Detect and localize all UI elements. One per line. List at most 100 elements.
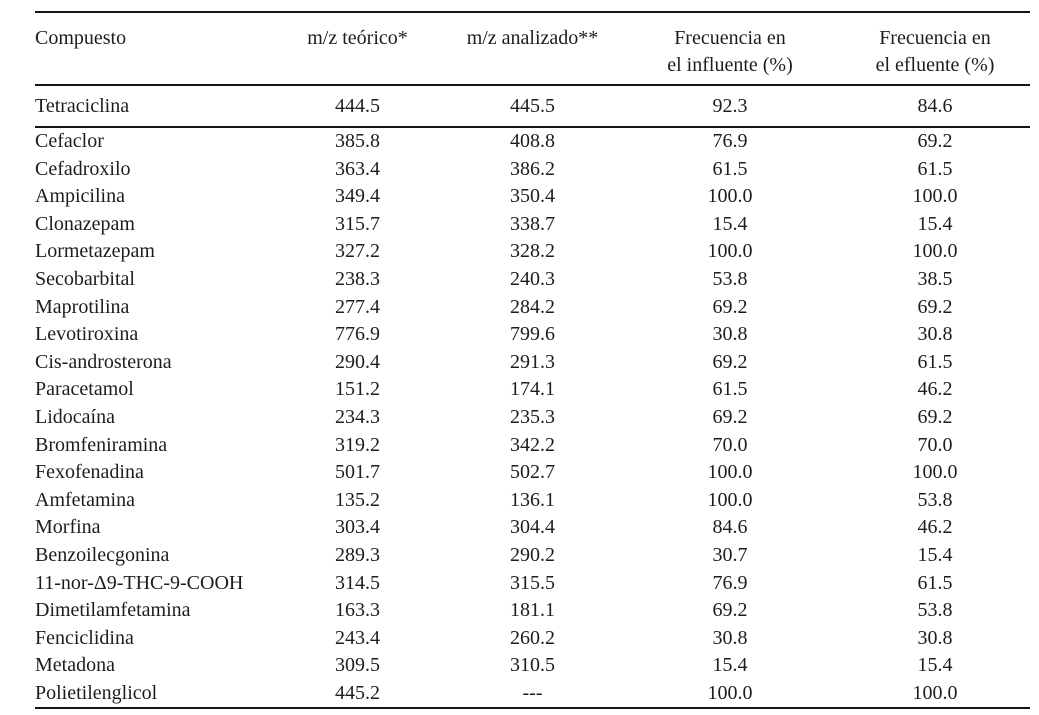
frecuencia-efluente-value: 61.5 bbox=[917, 571, 953, 594]
mz-teorico-value: 151.2 bbox=[335, 378, 380, 401]
frecuencia-influente-value: 100.0 bbox=[707, 461, 753, 484]
frecuencia-influente-value: 100.0 bbox=[707, 240, 753, 263]
compound-name: Fenciclidina bbox=[35, 626, 134, 649]
table-row: Paracetamol 151.2 174.1 61.5 46.2 bbox=[35, 376, 1030, 404]
mz-analizado-value: 342.2 bbox=[510, 433, 555, 456]
compound-name: Amfetamina bbox=[35, 488, 135, 511]
frecuencia-efluente-value: 61.5 bbox=[917, 350, 953, 373]
table-row: Fenciclidina 243.4 260.2 30.8 30.8 bbox=[35, 625, 1030, 653]
compound-name: Lidocaína bbox=[35, 405, 115, 428]
table-row: Cis-androsterona 290.4 291.3 69.2 61.5 bbox=[35, 349, 1030, 377]
mz-analizado-value: 408.8 bbox=[510, 130, 555, 152]
mz-teorico-value: 238.3 bbox=[335, 267, 380, 290]
col-header-mz-analizado: m/z analizado** bbox=[445, 12, 620, 85]
col-header-mz-teorico: m/z teórico* bbox=[270, 12, 445, 85]
frecuencia-influente-value: 70.0 bbox=[712, 433, 748, 456]
mz-teorico-value: 309.5 bbox=[335, 654, 380, 677]
mz-teorico-value: 314.5 bbox=[335, 571, 380, 594]
frecuencia-efluente-value: 15.4 bbox=[917, 654, 953, 677]
table-row: Lormetazepam 327.2 328.2 100.0 100.0 bbox=[35, 238, 1030, 266]
mz-teorico-value: 135.2 bbox=[335, 488, 380, 511]
col-header-label-line2: el influente (%) bbox=[667, 54, 793, 76]
table-row: Cefadroxilo 363.4 386.2 61.5 61.5 bbox=[35, 156, 1030, 184]
frecuencia-influente-value: 84.6 bbox=[712, 516, 748, 539]
table-row: Fexofenadina 501.7 502.7 100.0 100.0 bbox=[35, 459, 1030, 487]
compound-name: Fexofenadina bbox=[35, 461, 144, 484]
mz-teorico-value: 349.4 bbox=[335, 185, 380, 208]
frecuencia-influente-value: 53.8 bbox=[712, 267, 748, 290]
mz-teorico-value: 290.4 bbox=[335, 350, 380, 373]
mz-analizado-value: 304.4 bbox=[510, 516, 555, 539]
table-row: Maprotilina 277.4 284.2 69.2 69.2 bbox=[35, 294, 1030, 322]
table-row: Polietilenglicol 445.2 --- 100.0 100.0 bbox=[35, 680, 1030, 709]
frecuencia-efluente-value: 15.4 bbox=[917, 543, 953, 566]
header-row: Compuesto m/z teórico* m/z analizado** F… bbox=[35, 12, 1030, 85]
compound-name: Cefaclor bbox=[35, 130, 104, 152]
frecuencia-efluente-value: 100.0 bbox=[912, 461, 958, 484]
frecuencia-efluente-value: 61.5 bbox=[917, 157, 953, 180]
compound-name: Maprotilina bbox=[35, 295, 130, 318]
compound-name: Levotiroxina bbox=[35, 323, 139, 346]
frecuencia-influente-value: 100.0 bbox=[707, 488, 753, 511]
compound-name: Paracetamol bbox=[35, 378, 134, 401]
mz-analizado-value: 310.5 bbox=[510, 654, 555, 677]
frecuencia-efluente-value: 15.4 bbox=[917, 212, 953, 235]
frecuencia-efluente-value: 30.8 bbox=[917, 626, 953, 649]
col-header-label: Frecuencia en bbox=[879, 27, 991, 49]
frecuencia-influente-value: 30.7 bbox=[712, 543, 748, 566]
frecuencia-influente-value: 76.9 bbox=[712, 571, 748, 594]
mz-analizado-value: 290.2 bbox=[510, 543, 555, 566]
mz-analizado-value: 291.3 bbox=[510, 350, 555, 373]
col-header-compuesto: Compuesto bbox=[35, 12, 270, 85]
frecuencia-influente-value: 100.0 bbox=[707, 681, 753, 704]
col-header-label: m/z teórico* bbox=[307, 27, 408, 49]
table-body-tetraciclina: Tetraciclina 444.5 445.5 92.3 84.6 bbox=[35, 85, 1030, 127]
frecuencia-efluente-value: 53.8 bbox=[917, 488, 953, 511]
mz-analizado-value: --- bbox=[522, 681, 543, 704]
frecuencia-influente-value: 61.5 bbox=[712, 378, 748, 401]
frecuencia-efluente-value: 100.0 bbox=[912, 681, 958, 704]
mz-analizado-value: 350.4 bbox=[510, 185, 555, 208]
mz-teorico-value: 363.4 bbox=[335, 157, 380, 180]
mz-teorico-value: 776.9 bbox=[335, 323, 380, 346]
compound-name: Cefadroxilo bbox=[35, 157, 131, 180]
table-row: Dimetilamfetamina 163.3 181.1 69.2 53.8 bbox=[35, 597, 1030, 625]
compound-name: Secobarbital bbox=[35, 267, 135, 290]
table-row: Lidocaína 234.3 235.3 69.2 69.2 bbox=[35, 404, 1030, 432]
table-header: Compuesto m/z teórico* m/z analizado** F… bbox=[35, 12, 1030, 85]
frecuencia-efluente-value: 46.2 bbox=[917, 516, 953, 539]
frecuencia-influente-value: 69.2 bbox=[712, 405, 748, 428]
mz-teorico-value: 289.3 bbox=[335, 543, 380, 566]
mz-teorico-value: 315.7 bbox=[335, 212, 380, 235]
mz-analizado-value: 136.1 bbox=[510, 488, 555, 511]
table-row: 11-nor-Δ9-THC-9-COOH 314.5 315.5 76.9 61.5 bbox=[35, 570, 1030, 598]
frecuencia-efluente-value: 69.2 bbox=[917, 295, 953, 318]
mz-teorico-value: 445.2 bbox=[335, 681, 380, 704]
mz-analizado-value: 445.5 bbox=[510, 95, 555, 117]
mz-teorico-value: 243.4 bbox=[335, 626, 380, 649]
mz-teorico-value: 327.2 bbox=[335, 240, 380, 263]
frecuencia-influente-value: 15.4 bbox=[712, 212, 748, 235]
frecuencia-influente-value: 76.9 bbox=[712, 130, 748, 152]
mz-teorico-value: 444.5 bbox=[335, 95, 380, 117]
frecuencia-influente-value: 69.2 bbox=[712, 350, 748, 373]
table-row: Tetraciclina 444.5 445.5 92.3 84.6 bbox=[35, 85, 1030, 127]
compound-name: Bromfeniramina bbox=[35, 433, 168, 456]
mz-analizado-value: 338.7 bbox=[510, 212, 555, 235]
mz-teorico-value: 319.2 bbox=[335, 433, 380, 456]
frecuencia-influente-value: 15.4 bbox=[712, 654, 748, 677]
mz-analizado-value: 799.6 bbox=[510, 323, 555, 346]
mz-analizado-value: 240.3 bbox=[510, 267, 555, 290]
col-header-frecuencia-efluente: Frecuencia en el efluente (%) bbox=[840, 12, 1030, 85]
mz-teorico-value: 163.3 bbox=[335, 599, 380, 622]
frecuencia-influente-value: 100.0 bbox=[707, 185, 753, 208]
compound-name: Clonazepam bbox=[35, 212, 135, 235]
col-header-label: Frecuencia en bbox=[674, 27, 786, 49]
table-body-main: Cefaclor 385.8 408.8 76.9 69.2 Cefadroxilo 363… bbox=[35, 127, 1030, 708]
frecuencia-efluente-value: 84.6 bbox=[917, 95, 953, 117]
mz-teorico-value: 277.4 bbox=[335, 295, 380, 318]
mz-analizado-value: 260.2 bbox=[510, 626, 555, 649]
col-header-label: m/z analizado** bbox=[466, 27, 599, 49]
compound-name: Ampicilina bbox=[35, 185, 125, 208]
frecuencia-influente-value: 92.3 bbox=[712, 95, 748, 117]
